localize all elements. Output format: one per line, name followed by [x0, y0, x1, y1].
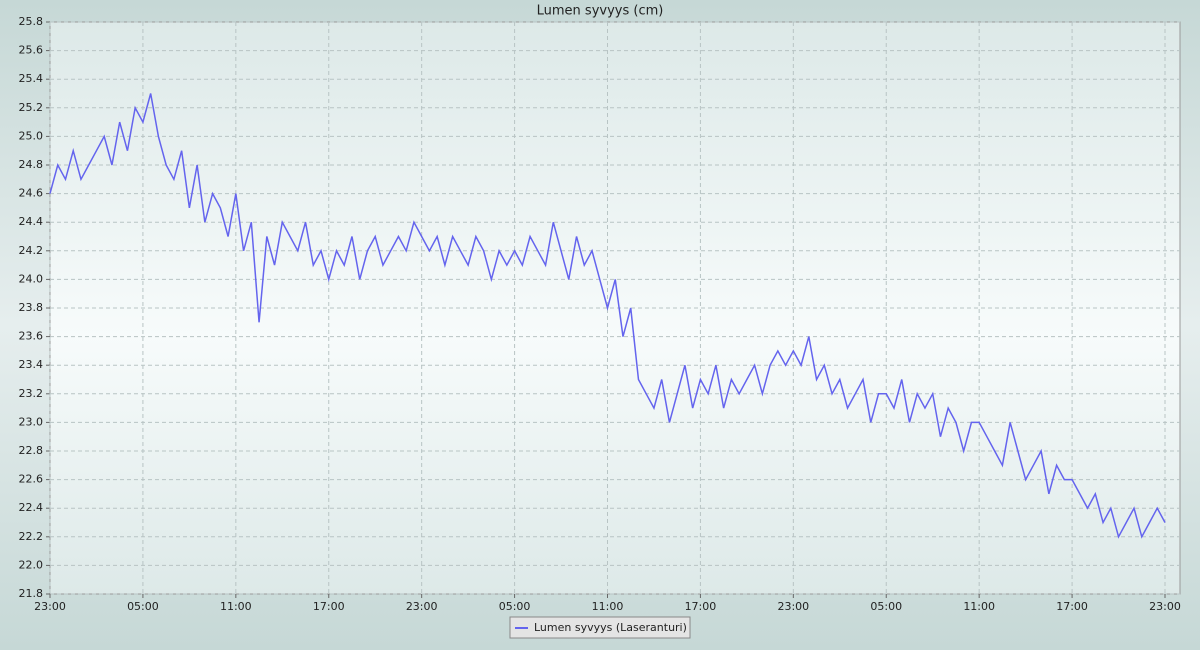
- y-tick-label: 24.6: [19, 187, 44, 200]
- y-tick-label: 23.0: [19, 415, 44, 428]
- y-tick-label: 25.6: [19, 44, 44, 57]
- y-tick-label: 22.4: [19, 501, 44, 514]
- x-tick-label: 23:00: [34, 600, 66, 613]
- x-tick-label: 11:00: [220, 600, 252, 613]
- y-tick-label: 21.8: [19, 587, 44, 600]
- y-tick-label: 22.2: [19, 530, 44, 543]
- x-tick-label: 05:00: [870, 600, 902, 613]
- x-tick-label: 17:00: [1056, 600, 1088, 613]
- x-tick-label: 05:00: [499, 600, 531, 613]
- data-line: [49, 93, 1166, 539]
- legend-box: [509, 616, 691, 639]
- y-tick-label: 23.2: [19, 387, 44, 400]
- y-tick-label: 24.8: [19, 158, 44, 171]
- x-tick-label: 23:00: [1149, 600, 1181, 613]
- y-tick-label: 25.4: [19, 72, 44, 85]
- x-tick-label: 05:00: [127, 600, 159, 613]
- legend: Lumen syvyys (Laseranturi): [509, 616, 691, 639]
- legend-label: Lumen syvyys (Laseranturi): [534, 621, 687, 634]
- x-tick-label: 17:00: [313, 600, 345, 613]
- x-tick-label: 23:00: [406, 600, 438, 613]
- y-tick-label: 25.0: [19, 129, 44, 142]
- x-tick-label: 17:00: [685, 600, 717, 613]
- y-tick-label: 23.6: [19, 330, 44, 343]
- y-tick-label: 25.2: [19, 101, 44, 114]
- chart-title: Lumen syvyys (cm): [537, 4, 664, 19]
- y-tick-label: 22.6: [19, 473, 44, 486]
- y-tick-label: 22.0: [19, 558, 44, 571]
- y-tick-label: 23.4: [19, 358, 44, 371]
- y-tick-label: 24.0: [19, 272, 44, 285]
- y-tick-label: 25.8: [19, 15, 44, 28]
- y-tick-label: 24.4: [19, 215, 44, 228]
- y-tick-label: 22.8: [19, 444, 44, 457]
- x-tick-label: 11:00: [592, 600, 624, 613]
- y-tick-label: 23.8: [19, 301, 44, 314]
- y-tick-label: 24.2: [19, 244, 44, 257]
- x-tick-label: 23:00: [777, 600, 809, 613]
- x-tick-label: 11:00: [963, 600, 995, 613]
